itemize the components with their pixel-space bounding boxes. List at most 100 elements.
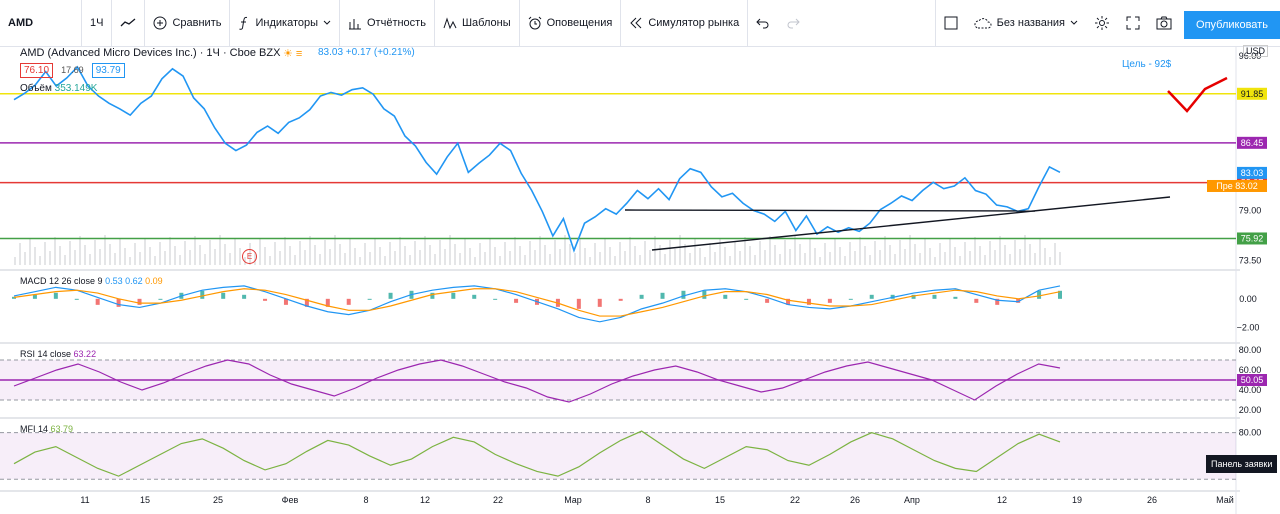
macd-histogram-bar: [53, 292, 58, 299]
volume-bar: [139, 252, 141, 265]
volume-bar: [784, 240, 786, 265]
macd-histogram-bar: [1016, 298, 1021, 303]
volume-bar: [84, 245, 86, 265]
compare-button[interactable]: Сравнить: [145, 0, 231, 47]
volume-bar: [229, 253, 231, 265]
chart-type-button[interactable]: [112, 0, 146, 47]
macd-histogram-bar: [493, 298, 498, 300]
volume-bar: [1049, 257, 1051, 265]
volume-bar: [659, 245, 661, 265]
volume-bar: [569, 244, 571, 265]
volume-bar: [674, 249, 676, 265]
volume-bar: [304, 250, 306, 265]
volume-bar: [324, 240, 326, 265]
level-price-label: 75.92: [1241, 233, 1264, 243]
macd-histogram-bar: [660, 292, 665, 299]
fullscreen-button[interactable]: [1118, 0, 1148, 47]
mfi-value: 63.79: [50, 424, 74, 434]
volume-bar: [819, 257, 821, 265]
volume-bar: [1044, 248, 1046, 265]
macd-histogram-bar: [1058, 290, 1062, 299]
volume-bar: [334, 235, 336, 265]
volume-bar: [734, 242, 736, 265]
volume-bar: [359, 257, 361, 265]
ask-badge[interactable]: 93.79: [91, 63, 125, 78]
macd-axis-tick: −2.00: [1237, 323, 1260, 333]
volume-bar: [714, 252, 716, 265]
indicators-button[interactable]: Индикаторы: [230, 0, 340, 47]
macd-histogram-bar: [32, 294, 37, 299]
symbol-search[interactable]: AMD: [0, 0, 82, 47]
current-price-label: 83.03: [1241, 168, 1264, 178]
volume-bar: [264, 247, 266, 265]
macd-histogram-bar: [74, 298, 79, 300]
volume-bar: [584, 248, 586, 265]
volume-bar: [469, 248, 471, 265]
volume-bar: [29, 238, 31, 265]
volume-bar: [394, 251, 396, 265]
settings-button[interactable]: [1086, 0, 1118, 47]
macd-histogram-bar: [12, 296, 16, 299]
redo-button[interactable]: [778, 0, 808, 47]
volume-bar: [144, 238, 146, 265]
volume-bar: [419, 250, 421, 265]
volume-bar: [1054, 243, 1056, 265]
layout-menu[interactable]: Без названия: [966, 0, 1086, 47]
volume-bar: [1034, 253, 1036, 265]
volume-bar: [679, 235, 681, 265]
currency-label[interactable]: USD: [1243, 45, 1269, 57]
volume-bar: [699, 248, 701, 265]
volume-bar: [909, 235, 911, 265]
macd-histogram-bar: [472, 294, 477, 299]
volume-bar: [409, 255, 411, 265]
volume-bar: [554, 240, 556, 265]
alerts-button[interactable]: Оповещения: [520, 0, 622, 47]
volume-bar: [319, 254, 321, 265]
volume-bar: [364, 243, 366, 265]
alarm-clock-icon: [528, 16, 541, 30]
volume-bar: [89, 254, 91, 265]
chart-canvas[interactable]: 91.8586.4582.0775.9296.0073.5079.0083.03…: [0, 47, 1280, 514]
macd-histogram-bar: [137, 298, 142, 305]
volume-bar: [284, 237, 286, 265]
volume-bar: [804, 253, 806, 265]
volume-bar: [979, 246, 981, 265]
volume-bar: [289, 246, 291, 265]
reports-button[interactable]: Отчётность: [340, 0, 435, 47]
volume-bar: [504, 242, 506, 265]
templates-button[interactable]: Шаблоны: [435, 0, 520, 47]
volume-bar: [634, 246, 636, 265]
publish-button[interactable]: Опубликовать: [1184, 11, 1280, 39]
macd-signal-line: [13, 288, 1061, 317]
volume-label: Объём: [20, 83, 52, 94]
function-icon: [239, 16, 248, 30]
chart-area[interactable]: 91.8586.4582.0775.9296.0073.5079.0083.03…: [0, 45, 1280, 514]
time-axis-tick: 12: [997, 495, 1007, 505]
volume-bar: [779, 254, 781, 265]
volume-bar: [34, 247, 36, 265]
volume-bar: [1024, 235, 1026, 265]
current-price-tag: [1207, 179, 1267, 192]
volume-bar: [44, 242, 46, 265]
earnings-marker[interactable]: E: [242, 249, 257, 264]
macd-histogram-bar: [325, 298, 330, 307]
volume-bar: [919, 253, 921, 265]
undo-button[interactable]: [748, 0, 778, 47]
volume-bar: [884, 236, 886, 265]
interval-selector[interactable]: 1Ч: [82, 0, 113, 47]
volume-bar: [684, 244, 686, 265]
bid-badge[interactable]: 76.10: [20, 63, 54, 78]
replay-button[interactable]: Симулятор рынка: [621, 0, 749, 47]
macd-legend: MACD 12 26 close 9 0.53 0.62 0.09: [20, 276, 163, 286]
snapshot-button[interactable]: [1148, 0, 1180, 47]
volume-bar: [764, 250, 766, 265]
volume-bar: [769, 236, 771, 265]
order-panel-button[interactable]: Панель заявки: [1206, 455, 1278, 473]
volume-bar: [454, 244, 456, 265]
volume-bar: [929, 248, 931, 265]
fullscreen-toggle[interactable]: [934, 0, 966, 47]
mfi-line: [13, 430, 1061, 477]
volume-bar: [799, 244, 801, 265]
macd-label: MACD 12 26 close 9: [20, 276, 103, 286]
sun-icon: ☀ ≡: [283, 48, 303, 60]
